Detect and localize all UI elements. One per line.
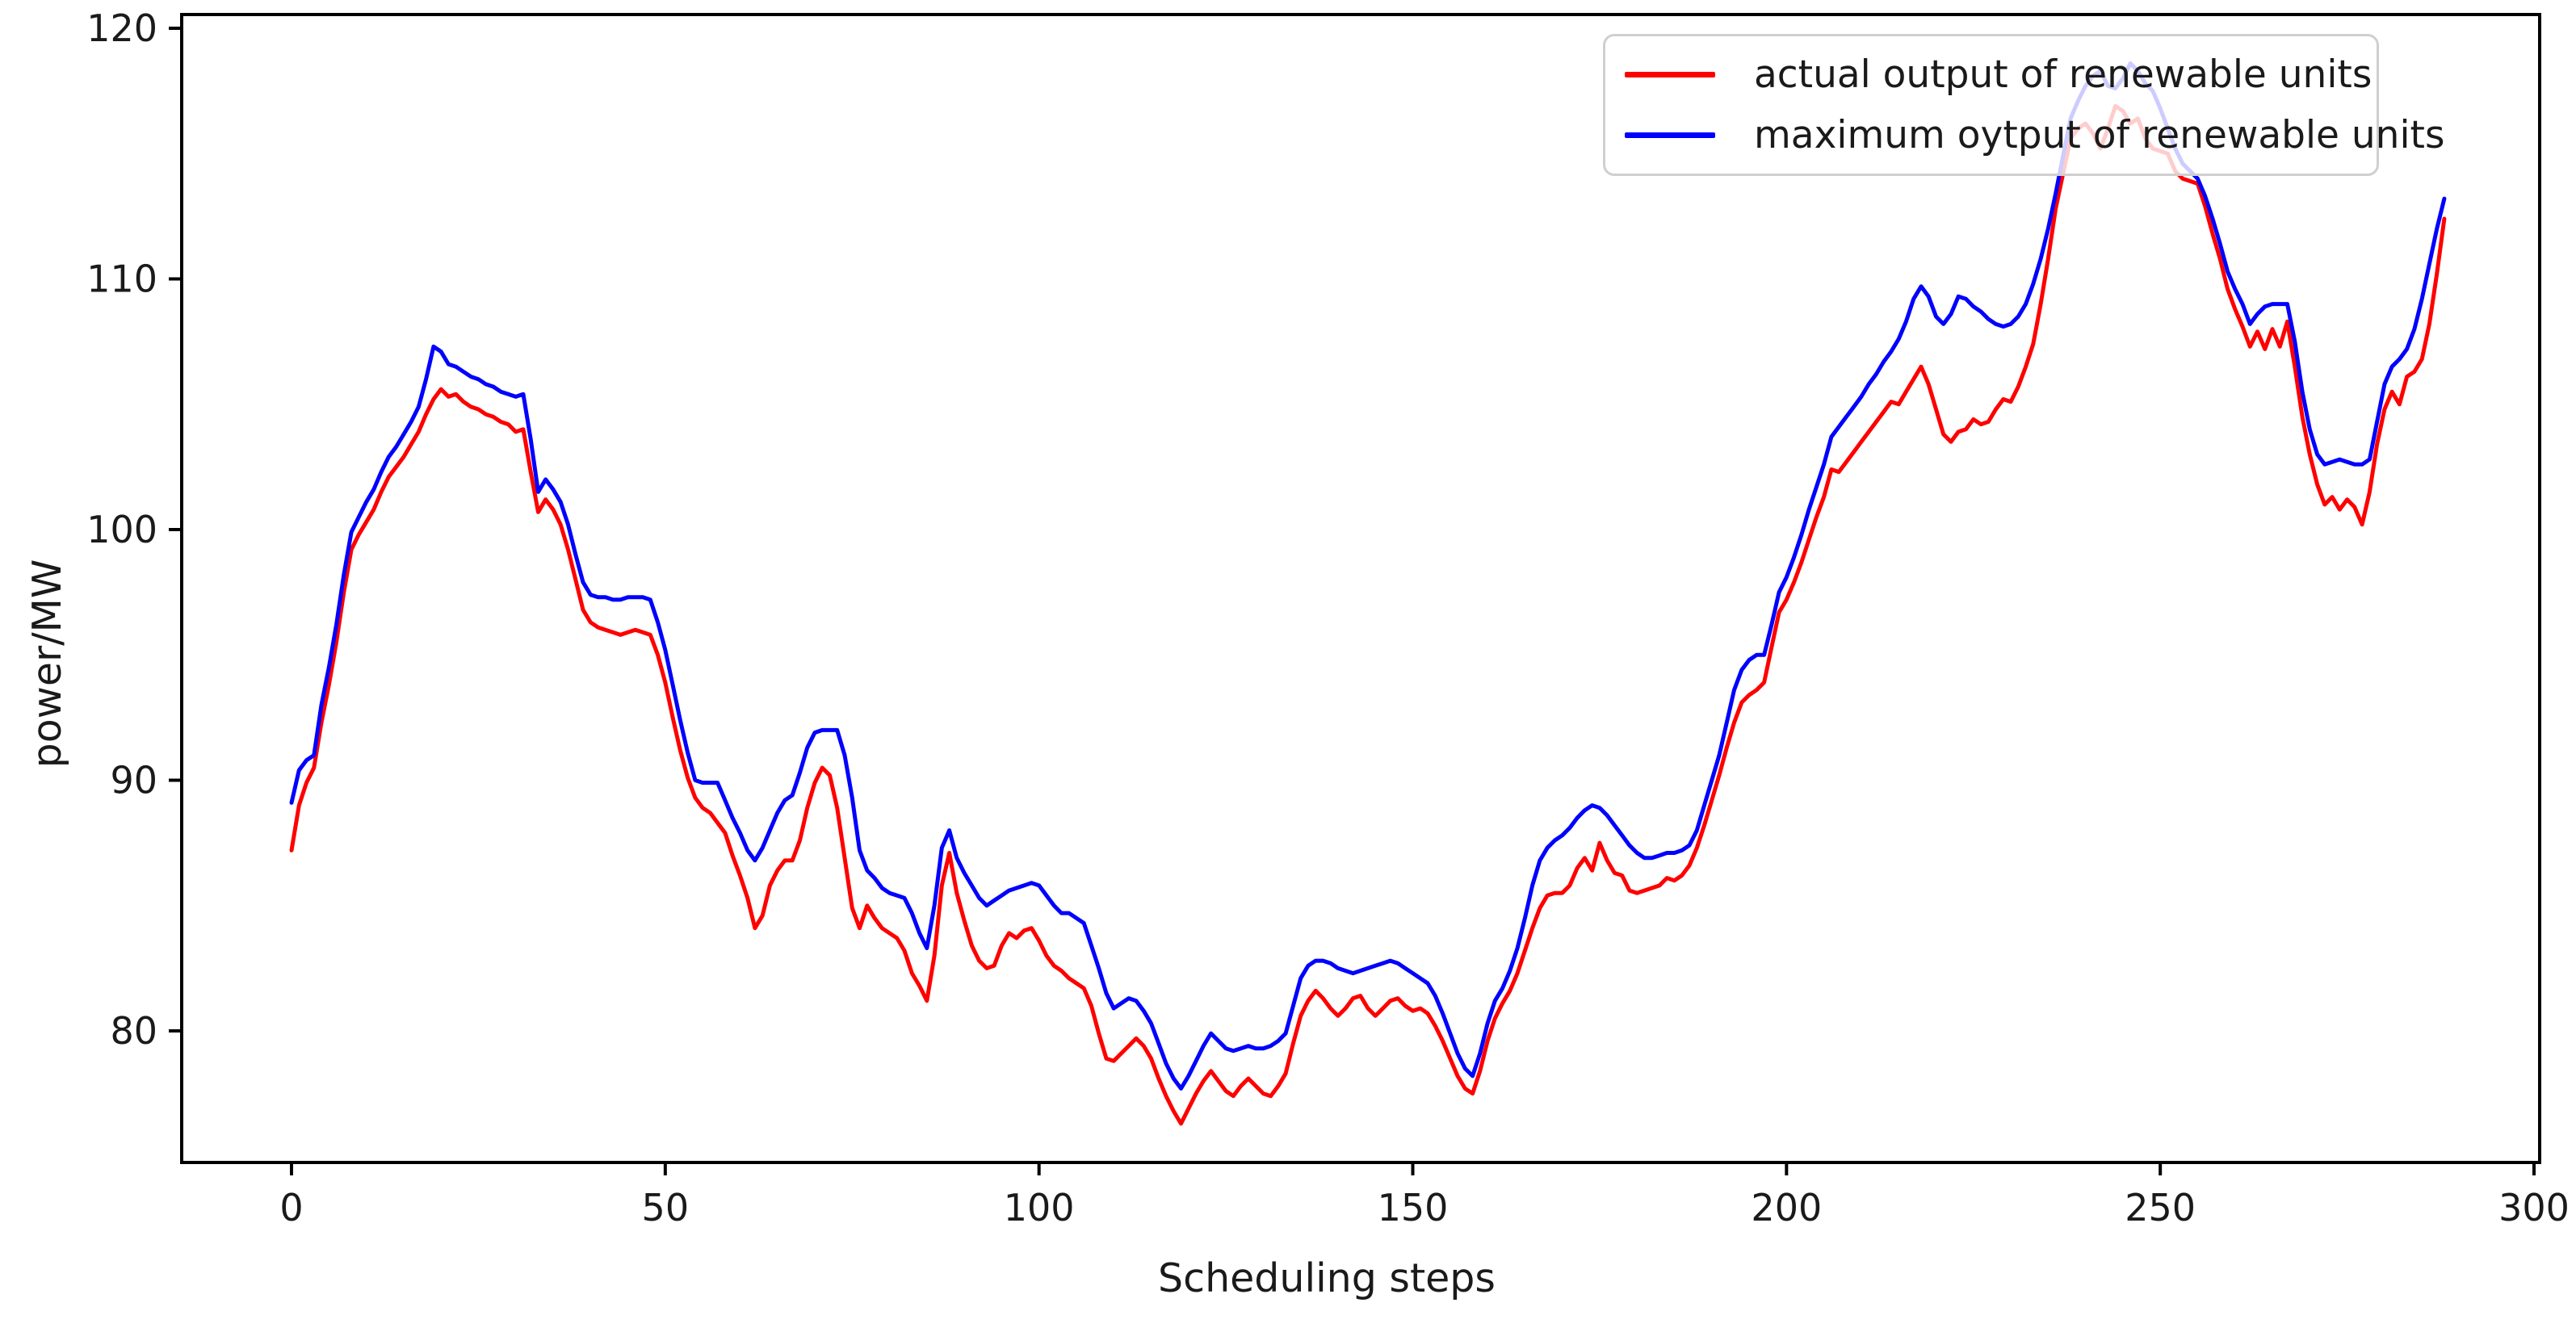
y-axis-label: power/MW (24, 559, 70, 769)
labels-layer: power/MW Scheduling steps (24, 559, 1496, 1301)
x-tick-label: 200 (1751, 1186, 1822, 1229)
maximum-output-line (289, 61, 2447, 1091)
actual-output-line (289, 103, 2447, 1126)
x-tick-label: 250 (2125, 1186, 2196, 1229)
legend-label-maximum-output: maximum oytput of renewable units (1754, 113, 2445, 157)
series-layer (289, 61, 2447, 1126)
legend: actual output of renewable units maximum… (1603, 34, 2444, 176)
y-tick-label: 100 (86, 508, 157, 551)
plot-frame (180, 13, 2541, 1164)
x-axis-label: Scheduling steps (1158, 1255, 1496, 1301)
y-tick-label: 110 (86, 258, 157, 301)
x-tick-label: 150 (1378, 1186, 1449, 1229)
y-tick-label: 80 (110, 1009, 157, 1053)
legend-item-actual-output: actual output of renewable units (1625, 47, 2372, 103)
y-tick-label: 90 (110, 759, 157, 802)
x-tick-label: 300 (2498, 1186, 2570, 1229)
red-line-sample-icon (1625, 72, 1715, 77)
blue-line-sample-icon (1625, 132, 1715, 138)
x-tick-label: 0 (279, 1186, 303, 1229)
x-tick-label: 100 (1004, 1186, 1075, 1229)
legend-label-actual-output: actual output of renewable units (1754, 52, 2373, 97)
legend-item-maximum-output: maximum oytput of renewable units (1625, 107, 2444, 164)
y-tick-label: 120 (86, 6, 157, 50)
x-tick-label: 50 (642, 1186, 690, 1229)
axes-layer: 0 50 100 150 200 250 300 80 90 100 110 120 (86, 6, 2570, 1229)
